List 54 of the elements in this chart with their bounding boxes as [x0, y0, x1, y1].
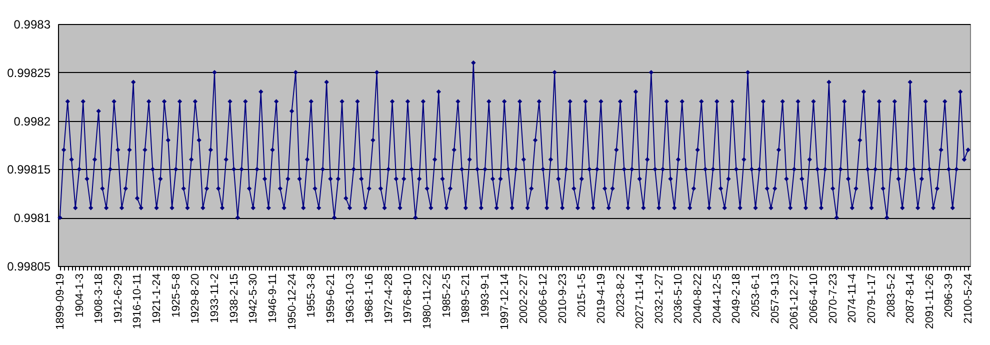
x-tick-label: 2032-1-27 — [653, 274, 666, 324]
y-tick-label: 0.9982 — [14, 114, 51, 128]
x-tick-label: 2006-6-12 — [537, 274, 550, 324]
x-tick-label: 2070-7-23 — [827, 274, 840, 324]
x-tick-label: 1993-9-1 — [480, 274, 492, 318]
x-tick-label: 2010-9-23 — [556, 274, 569, 324]
x-tick-label: 1985-2-5 — [440, 274, 453, 318]
x-tick-label: 2061-12-27 — [788, 274, 801, 330]
x-tick-label: 1955-3-8 — [306, 274, 318, 318]
x-tick-label: 2027-11-14 — [634, 274, 646, 329]
x-tick-label: 2074-11-4 — [846, 274, 859, 323]
x-tick-label: 1950-12-24 — [286, 274, 298, 330]
x-tick-label: 1933-11-2 — [209, 274, 222, 323]
x-tick-label: 1963-10-3 — [344, 274, 356, 324]
x-tick-label: 1916-10-11 — [132, 274, 144, 329]
x-tick-label: 2019-4-19 — [595, 274, 608, 324]
x-tick-label: 1908-3-18 — [93, 274, 106, 324]
x-tick-label: 1921-1-24 — [151, 274, 164, 324]
x-tick-label: 2091-11-26 — [924, 274, 936, 329]
y-tick-label: 0.99815 — [7, 162, 51, 177]
x-tick-label: 2057-9-13 — [769, 274, 782, 324]
x-tick-label: 1929-8-20 — [190, 274, 202, 324]
x-tick-label: 1946-9-11 — [266, 274, 279, 323]
x-tick-label: 1899-09-19 — [54, 274, 66, 330]
y-tick-label: 0.9981 — [14, 211, 51, 226]
x-tick-label: 1938-2-15 — [228, 274, 240, 324]
y-tick-label: 0.9983 — [14, 18, 51, 32]
x-tick-label: 1976-8-10 — [402, 274, 414, 324]
x-tick-label: 1912-6-29 — [112, 274, 124, 324]
x-tick-label: 2002-2-27 — [518, 274, 530, 324]
x-tick-label: 1959-6-21 — [324, 274, 337, 324]
x-tick-label: 2096-3-9 — [943, 274, 956, 318]
x-tick-label: 2049-2-18 — [730, 274, 743, 324]
x-tick-label: 1980-11-22 — [422, 274, 434, 329]
x-tick-label: 2053-6-1 — [750, 274, 762, 318]
x-tick-label: 1904-1-3 — [74, 274, 86, 318]
x-tick-label: 2044-12-5 — [711, 274, 724, 324]
x-tick-label: 2100-5-24 — [962, 274, 975, 324]
y-tick-label: 0.99805 — [7, 260, 51, 274]
x-tick-label: 2036-5-10 — [672, 274, 685, 324]
x-tick-label: 2083-5-2 — [885, 274, 898, 318]
y-tick-label: 0.99825 — [7, 66, 51, 80]
x-tick-label: 1968-1-16 — [364, 274, 376, 324]
x-tick-label: 1972-4-28 — [382, 274, 395, 324]
x-tick-label: 2087-8-14 — [904, 274, 917, 324]
x-tick-label: 2023-8-2 — [614, 274, 627, 318]
x-tick-label: 1942-5-30 — [248, 274, 260, 324]
x-tick-label: 2066-4-10 — [808, 274, 820, 324]
x-tick-label: 1925-5-8 — [170, 274, 182, 318]
x-tick-label: 2015-1-5 — [576, 274, 588, 318]
x-tick-label: 2079-1-17 — [866, 274, 878, 324]
x-tick-label: 1997-12-14 — [498, 274, 511, 330]
x-tick-label: 2040-8-22 — [692, 274, 704, 324]
x-tick-label: 1989-5-21 — [460, 274, 472, 324]
